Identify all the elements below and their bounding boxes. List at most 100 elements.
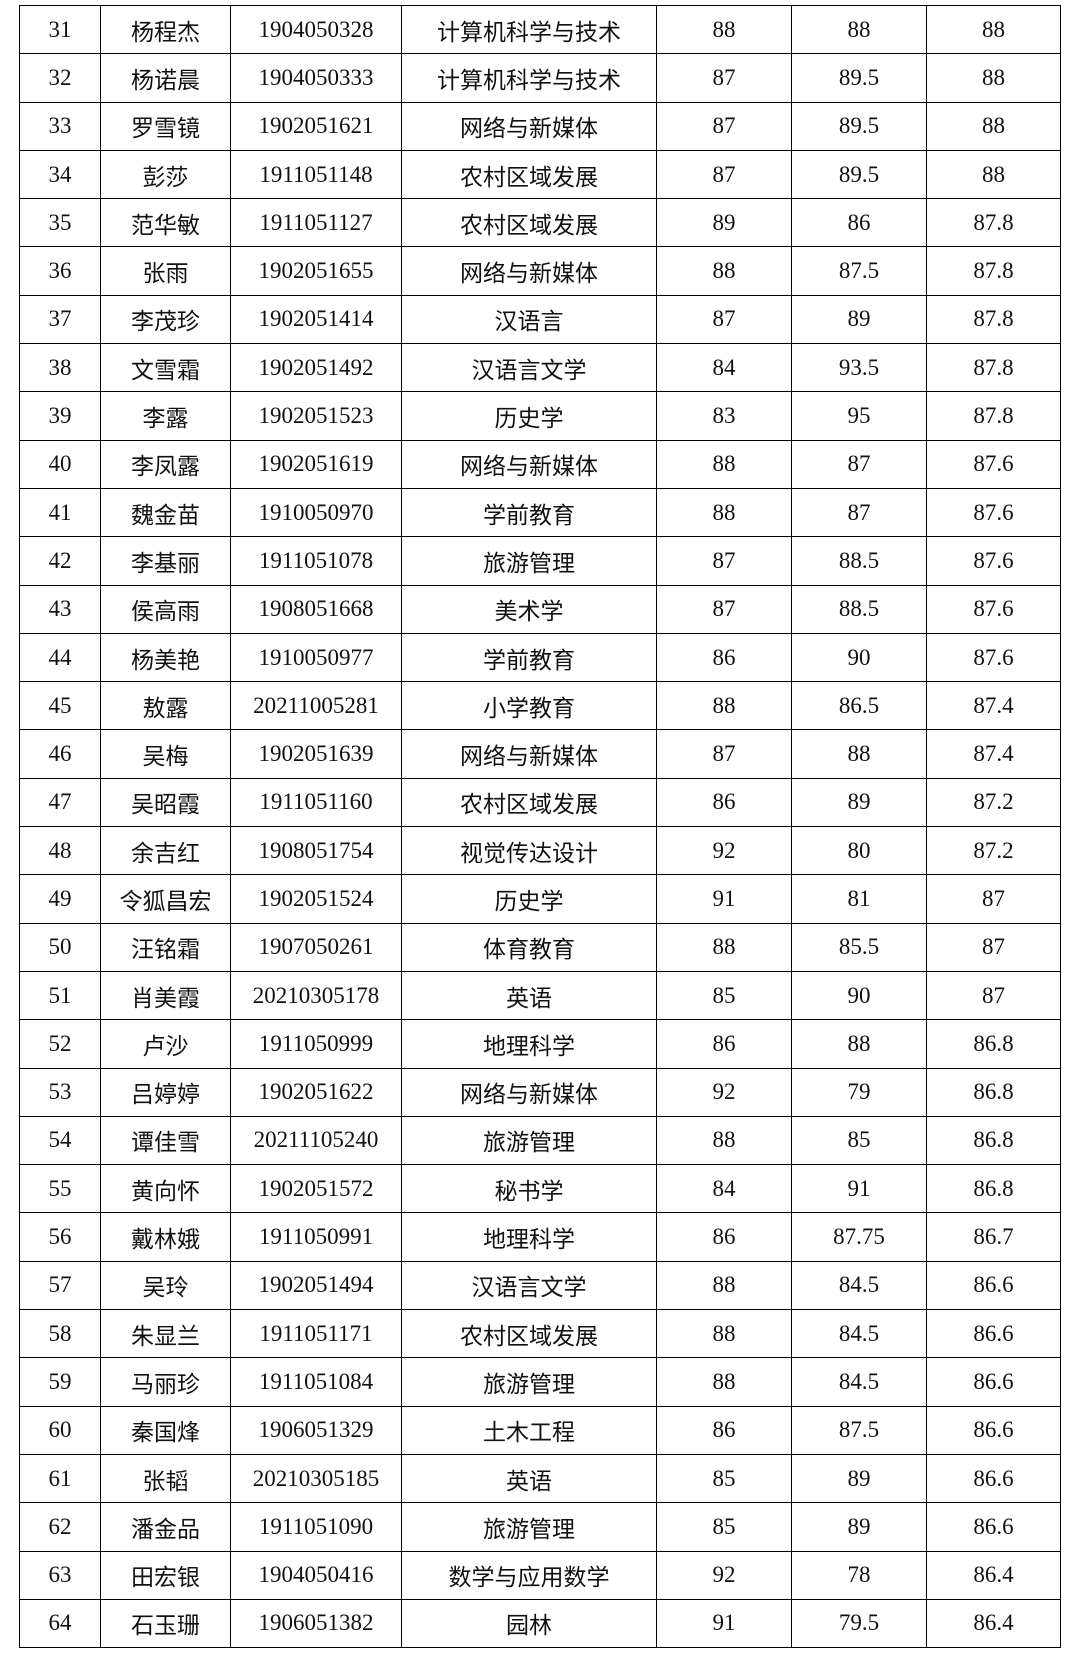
total-cell: 86.6	[926, 1405, 1061, 1455]
score-cell: 84.5	[791, 1309, 927, 1359]
major-cell: 网络与新媒体	[401, 729, 657, 779]
name-cell: 彭莎	[100, 149, 231, 200]
id-cell: 1911051078	[230, 536, 402, 586]
score-cell: 87	[656, 729, 792, 779]
rank-cell: 52	[19, 1019, 101, 1069]
id-cell: 1902051494	[230, 1260, 402, 1311]
table-row: 60 秦国烽 1906051329 土木工程 86 87.5 86.6	[19, 1405, 1061, 1455]
score-cell: 81	[791, 874, 927, 924]
name-cell: 田宏银	[100, 1550, 231, 1600]
score-cell: 91	[656, 1598, 792, 1649]
major-cell: 汉语言文学	[401, 343, 657, 393]
total-cell: 87.8	[926, 246, 1061, 296]
name-cell: 余吉红	[100, 826, 231, 876]
score-cell: 89	[791, 1502, 927, 1552]
id-cell: 1904050333	[230, 53, 402, 103]
rank-cell: 44	[19, 632, 101, 683]
table-row: 46 吴梅 1902051639 网络与新媒体 87 88 87.4	[19, 729, 1061, 779]
id-cell: 20210305178	[230, 970, 402, 1021]
major-cell: 美术学	[401, 584, 657, 634]
major-cell: 数学与应用数学	[401, 1550, 657, 1600]
id-cell: 1911050991	[230, 1212, 402, 1262]
total-cell: 87.8	[926, 391, 1061, 441]
id-cell: 1907050261	[230, 922, 402, 972]
rank-cell: 61	[19, 1453, 101, 1504]
score-cell: 88.5	[791, 536, 927, 586]
score-cell: 87.75	[791, 1212, 927, 1262]
table-row: 63 田宏银 1904050416 数学与应用数学 92 78 86.4	[19, 1550, 1061, 1600]
table-row: 51 肖美霞 20210305178 英语 85 90 87	[19, 970, 1061, 1021]
name-cell: 马丽珍	[100, 1357, 231, 1407]
major-cell: 旅游管理	[401, 1115, 657, 1166]
table-row: 35 范华敏 1911051127 农村区域发展 89 86 87.8	[19, 198, 1061, 248]
name-cell: 肖美霞	[100, 970, 231, 1021]
id-cell: 1911051160	[230, 777, 402, 828]
id-cell: 1902051655	[230, 246, 402, 296]
name-cell: 吴昭霞	[100, 777, 231, 828]
score-cell: 88	[656, 1260, 792, 1311]
rank-cell: 38	[19, 343, 101, 393]
major-cell: 汉语言文学	[401, 1260, 657, 1311]
major-cell: 历史学	[401, 391, 657, 441]
score-cell: 88	[656, 922, 792, 972]
score-cell: 79.5	[791, 1598, 927, 1649]
id-cell: 20211005281	[230, 681, 402, 731]
major-cell: 地理科学	[401, 1019, 657, 1069]
name-cell: 秦国烽	[100, 1405, 231, 1455]
name-cell: 石玉珊	[100, 1598, 231, 1649]
id-cell: 1910050977	[230, 632, 402, 683]
table-row: 34 彭莎 1911051148 农村区域发展 87 89.5 88	[19, 149, 1061, 200]
rank-cell: 51	[19, 970, 101, 1021]
id-cell: 1906051382	[230, 1598, 402, 1649]
total-cell: 86.6	[926, 1260, 1061, 1311]
major-cell: 视觉传达设计	[401, 826, 657, 876]
score-cell: 86	[656, 1019, 792, 1069]
id-cell: 1902051572	[230, 1164, 402, 1214]
rank-cell: 49	[19, 874, 101, 924]
score-table: 31 杨程杰 1904050328 计算机科学与技术 88 88 88 32 杨诺晨 190405…	[19, 4, 1061, 1649]
name-cell: 戴林娥	[100, 1212, 231, 1262]
rank-cell: 55	[19, 1164, 101, 1214]
id-cell: 1904050328	[230, 4, 402, 55]
table-row: 41 魏金苗 1910050970 学前教育 88 87 87.6	[19, 487, 1061, 538]
rank-cell: 59	[19, 1357, 101, 1407]
table-row: 38 文雪霜 1902051492 汉语言文学 84 93.5 87.8	[19, 343, 1061, 393]
score-cell: 88	[656, 4, 792, 55]
table-body: 31 杨程杰 1904050328 计算机科学与技术 88 88 88 32 杨诺晨 190405…	[19, 4, 1061, 1649]
id-cell: 1908051668	[230, 584, 402, 634]
rank-cell: 48	[19, 826, 101, 876]
score-cell: 91	[656, 874, 792, 924]
name-cell: 侯高雨	[100, 584, 231, 634]
major-cell: 学前教育	[401, 487, 657, 538]
score-cell: 92	[656, 1067, 792, 1117]
major-cell: 旅游管理	[401, 1357, 657, 1407]
name-cell: 黄向怀	[100, 1164, 231, 1214]
score-cell: 87	[656, 294, 792, 345]
score-cell: 88	[656, 487, 792, 538]
total-cell: 86.8	[926, 1019, 1061, 1069]
major-cell: 旅游管理	[401, 1502, 657, 1552]
major-cell: 秘书学	[401, 1164, 657, 1214]
score-cell: 86	[656, 1405, 792, 1455]
total-cell: 86.6	[926, 1309, 1061, 1359]
score-cell: 93.5	[791, 343, 927, 393]
total-cell: 86.4	[926, 1598, 1061, 1649]
score-cell: 85	[656, 1502, 792, 1552]
rank-cell: 33	[19, 101, 101, 151]
rank-cell: 35	[19, 198, 101, 248]
score-cell: 86	[656, 1212, 792, 1262]
table-row: 54 谭佳雪 20211105240 旅游管理 88 85 86.8	[19, 1115, 1061, 1166]
score-cell: 88	[656, 1357, 792, 1407]
table-row: 40 李凤露 1902051619 网络与新媒体 88 87 87.6	[19, 439, 1061, 489]
score-cell: 89	[791, 294, 927, 345]
id-cell: 1911051127	[230, 198, 402, 248]
name-cell: 卢沙	[100, 1019, 231, 1069]
table-row: 44 杨美艳 1910050977 学前教育 86 90 87.6	[19, 632, 1061, 683]
major-cell: 农村区域发展	[401, 1309, 657, 1359]
rank-cell: 58	[19, 1309, 101, 1359]
major-cell: 英语	[401, 1453, 657, 1504]
score-cell: 79	[791, 1067, 927, 1117]
id-cell: 1902051622	[230, 1067, 402, 1117]
total-cell: 88	[926, 53, 1061, 103]
